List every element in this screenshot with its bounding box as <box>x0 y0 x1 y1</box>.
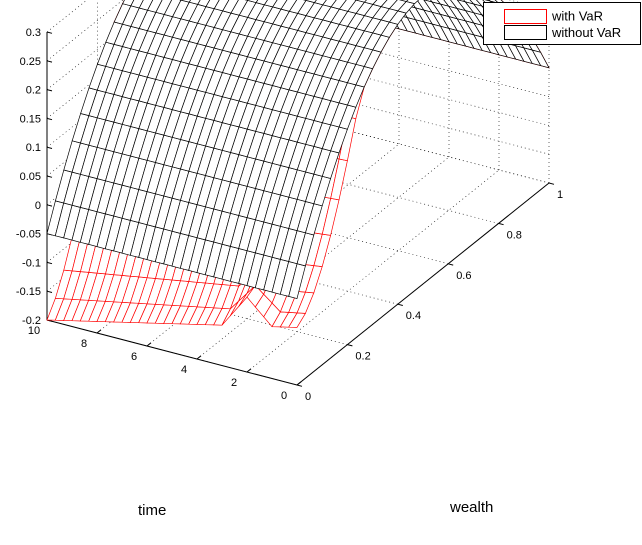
y-tick-mark <box>146 342 152 347</box>
without-var-mesh-cell <box>247 0 259 4</box>
x-tick-mark <box>347 344 353 347</box>
z-tick-mark <box>46 175 53 178</box>
x-tick-mark <box>548 182 555 185</box>
y-tick-label: 4 <box>181 364 187 376</box>
x-tick-label: 0.8 <box>507 229 522 241</box>
without-var-mesh-cell <box>188 0 201 5</box>
z-tick-mark <box>46 261 53 265</box>
x-axis-line <box>296 182 550 386</box>
legend: with VaR without VaR <box>483 2 641 45</box>
z-tick-label: -0.1 <box>22 257 41 269</box>
legend-label-with-var: with VaR <box>551 9 603 24</box>
z-tick-label: 0.3 <box>26 27 41 39</box>
legend-label-without-var: without VaR <box>551 25 621 40</box>
y-tick-mark <box>96 329 102 334</box>
z-tick-label: 0.25 <box>20 56 41 68</box>
without-var-mesh-cell <box>322 0 337 8</box>
y-tick-label: 6 <box>131 351 137 363</box>
z-tick-label: -0.2 <box>22 315 41 327</box>
z-tick-mark <box>46 31 53 34</box>
x-tick-mark <box>498 222 504 226</box>
y-axis-line <box>46 319 298 386</box>
without-var-mesh-cell <box>405 0 420 4</box>
z-tick-mark <box>46 60 53 63</box>
without-var-mesh-cell <box>263 0 278 8</box>
without-var-mesh-cell <box>138 0 154 11</box>
without-var-mesh-cell <box>122 0 135 7</box>
z-tick-mark <box>46 290 53 293</box>
x-tick-mark <box>448 263 454 266</box>
y-tick-mark <box>196 355 202 360</box>
z-tick-mark <box>46 146 53 149</box>
x-tick-label: 1 <box>557 189 563 201</box>
without-var-mesh-cell <box>205 0 220 10</box>
axis-ticks: 00.20.40.60.810246810-0.2-0.15-0.1-0.050… <box>16 27 563 403</box>
y-tick-label: 10 <box>28 325 40 337</box>
legend-swatch-with-var <box>504 9 547 24</box>
z-tick-mark <box>46 89 53 92</box>
y-tick-label: 8 <box>81 338 87 350</box>
y-tick-mark <box>246 368 252 373</box>
x-tick-label: 0.4 <box>406 310 421 322</box>
x-tick-label: 0 <box>305 391 311 403</box>
y-tick-label: 2 <box>231 377 237 389</box>
z-tick-label: 0.2 <box>26 85 41 97</box>
without-var-mesh-cell <box>180 0 191 3</box>
z-tick-label: 0.05 <box>20 171 41 183</box>
without-var-mesh-cell <box>531 49 550 69</box>
without-var-mesh-cell <box>399 0 409 2</box>
z-tick-label: -0.05 <box>16 229 41 241</box>
x-axis-title: wealth <box>449 499 493 516</box>
without-var-mesh-cell <box>305 0 317 3</box>
z-tick-mark <box>46 117 53 121</box>
z-tick-label: -0.15 <box>16 286 41 298</box>
z-tick-label: 0.15 <box>20 113 41 125</box>
y-axis-title: time <box>138 502 166 519</box>
x-tick-label: 0.2 <box>355 351 370 363</box>
z-tick-label: 0 <box>35 200 41 212</box>
legend-swatch-without-var <box>504 25 547 40</box>
without-var-surface <box>46 0 550 300</box>
without-var-mesh-cell <box>355 0 367 3</box>
without-var-mesh-cell <box>255 0 268 6</box>
z-tick-mark <box>46 204 53 207</box>
x-tick-mark <box>397 303 403 306</box>
surface-meshes <box>46 0 550 328</box>
y-tick-label: 0 <box>281 390 287 402</box>
x-tick-mark <box>296 384 303 387</box>
z-tick-label: 0.1 <box>26 142 41 154</box>
x-tick-label: 0.6 <box>456 270 471 282</box>
y-tick-mark <box>296 381 302 386</box>
